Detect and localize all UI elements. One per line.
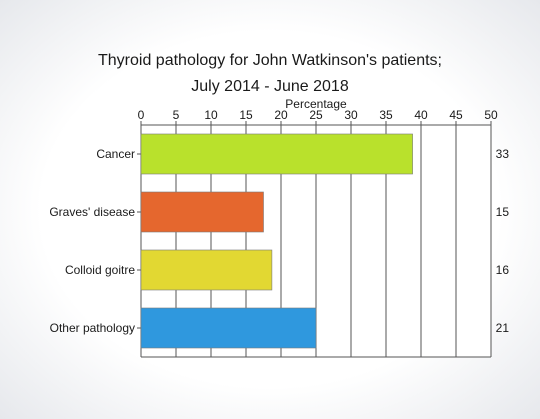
count-label: 16 (496, 263, 510, 277)
chart-subtitle: July 2014 - June 2018 (191, 78, 349, 95)
x-tick-label: 40 (414, 108, 428, 122)
x-tick-label: 20 (274, 108, 288, 122)
count-label: 21 (496, 321, 510, 335)
bar (140, 249, 273, 291)
category-label: Other pathology (50, 321, 135, 335)
x-tick-label: 15 (239, 108, 253, 122)
x-tick-label: 45 (449, 108, 463, 122)
x-tick-label: 35 (379, 108, 393, 122)
chart-title: Thyroid pathology for John Watkinson's p… (98, 52, 442, 69)
bars (140, 133, 413, 349)
x-tick-label: 0 (138, 108, 145, 122)
x-tick-label: 5 (173, 108, 180, 122)
category-label: Graves' disease (49, 205, 135, 219)
category-label: Colloid goitre (65, 263, 135, 277)
labels: 0 5 10 15 20 25 30 35 40 45 50 Cancer 33 Graves' dise… (49, 108, 509, 335)
x-tick-label: 50 (484, 108, 498, 122)
x-tick-label: 10 (204, 108, 218, 122)
count-label: 15 (496, 205, 510, 219)
count-label: 33 (496, 147, 510, 161)
x-tick-label: 25 (309, 108, 323, 122)
x-axis-label: Percentage (285, 97, 347, 111)
x-tick-label: 30 (344, 108, 358, 122)
bar (140, 133, 413, 175)
bar (140, 191, 264, 233)
bar (140, 307, 317, 349)
category-label: Cancer (96, 147, 135, 161)
